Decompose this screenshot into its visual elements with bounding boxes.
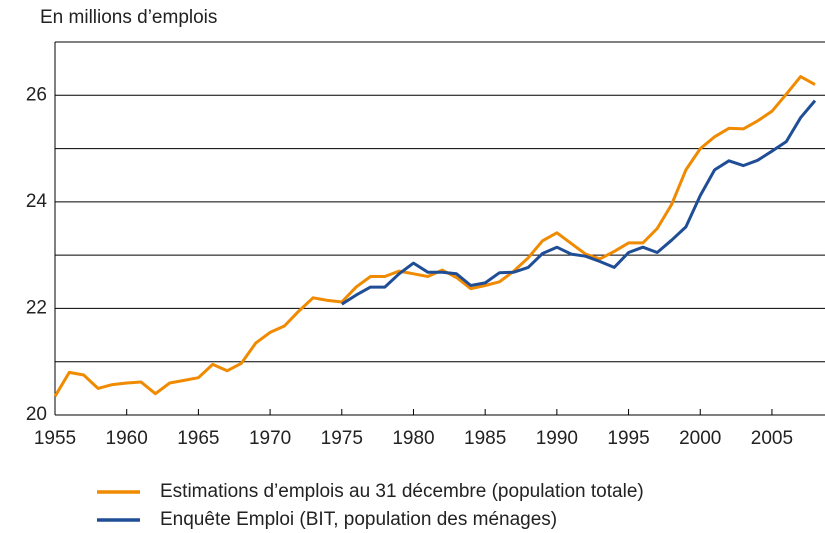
legend-label: Enquête Emploi (BIT, population des ména… — [160, 509, 557, 530]
x-tick-label: 1995 — [607, 428, 649, 449]
series-line — [53, 75, 816, 398]
y-axis-title: En millions d’emplois — [40, 7, 217, 28]
x-tick-label: 1960 — [106, 428, 148, 449]
y-tick-label: 24 — [26, 191, 48, 212]
y-tick-label: 22 — [26, 297, 47, 318]
y-tick-label: 20 — [26, 404, 47, 425]
y-tick-label: 26 — [26, 84, 47, 105]
legend-label: Estimations d’emplois au 31 décembre (po… — [160, 481, 644, 502]
x-tick-label: 1990 — [536, 428, 578, 449]
series-line — [340, 99, 817, 306]
x-tick-label: 2000 — [679, 428, 721, 449]
x-tick-label: 1970 — [249, 428, 291, 449]
x-tick-label: 1965 — [177, 428, 219, 449]
x-tick-label: 1955 — [34, 428, 76, 449]
x-tick-label: 1985 — [464, 428, 506, 449]
x-tick-label: 1980 — [392, 428, 434, 449]
x-tick-label: 2005 — [751, 428, 793, 449]
x-tick-label: 1975 — [321, 428, 363, 449]
